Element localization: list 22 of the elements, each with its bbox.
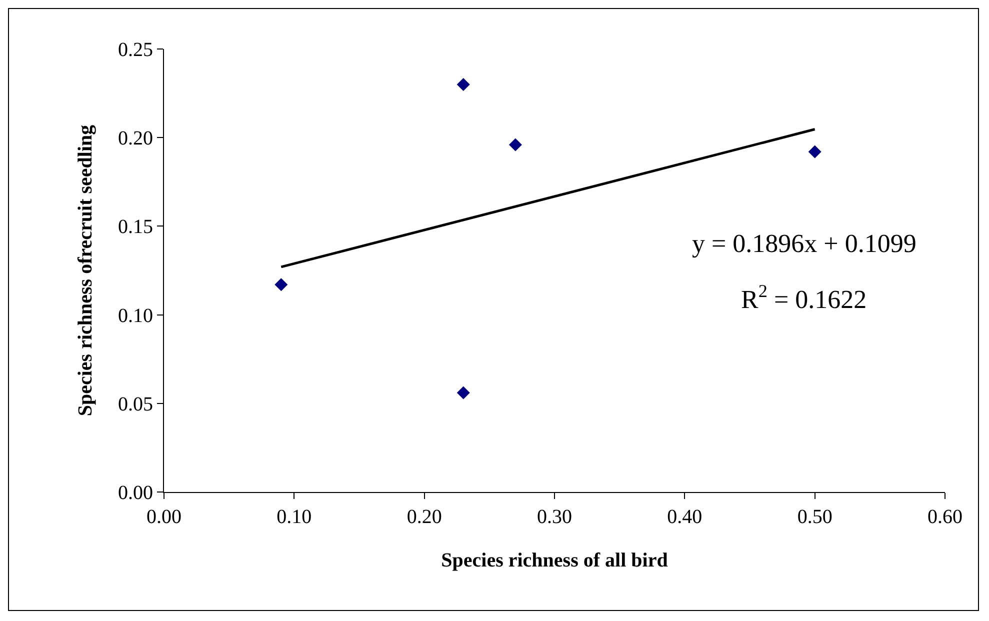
point [456, 386, 470, 400]
y-tick-label: 0.20 [118, 128, 153, 150]
y-tick-label: 0.05 [118, 393, 153, 416]
y-tick-label: 0.00 [118, 482, 153, 504]
x-axis-title: Species richness of all bird [441, 550, 668, 572]
x-tick-label: 0.60 [928, 506, 962, 528]
point [808, 145, 822, 158]
x-tick-label: 0.30 [537, 506, 572, 528]
y-axis-title: Species richness ofrecruit seedling [74, 124, 96, 416]
x-tick-label: 0.40 [667, 506, 702, 528]
x-tick-label: 0.50 [797, 506, 832, 528]
x-tick-label: 0.00 [146, 506, 182, 528]
y-tick-label: 0.10 [118, 304, 153, 327]
y-tick-label: 0.15 [118, 216, 153, 238]
x-tick-label: 0.20 [406, 506, 442, 528]
annotation: R$^{2}$ = 0.1622 [741, 281, 867, 314]
point [508, 138, 522, 152]
point [274, 278, 288, 292]
annotation: y = 0.1896x + 0.1099 [692, 229, 916, 258]
point [456, 78, 470, 91]
x-tick-label: 0.10 [276, 506, 312, 528]
y-tick-label: 0.25 [118, 39, 153, 61]
